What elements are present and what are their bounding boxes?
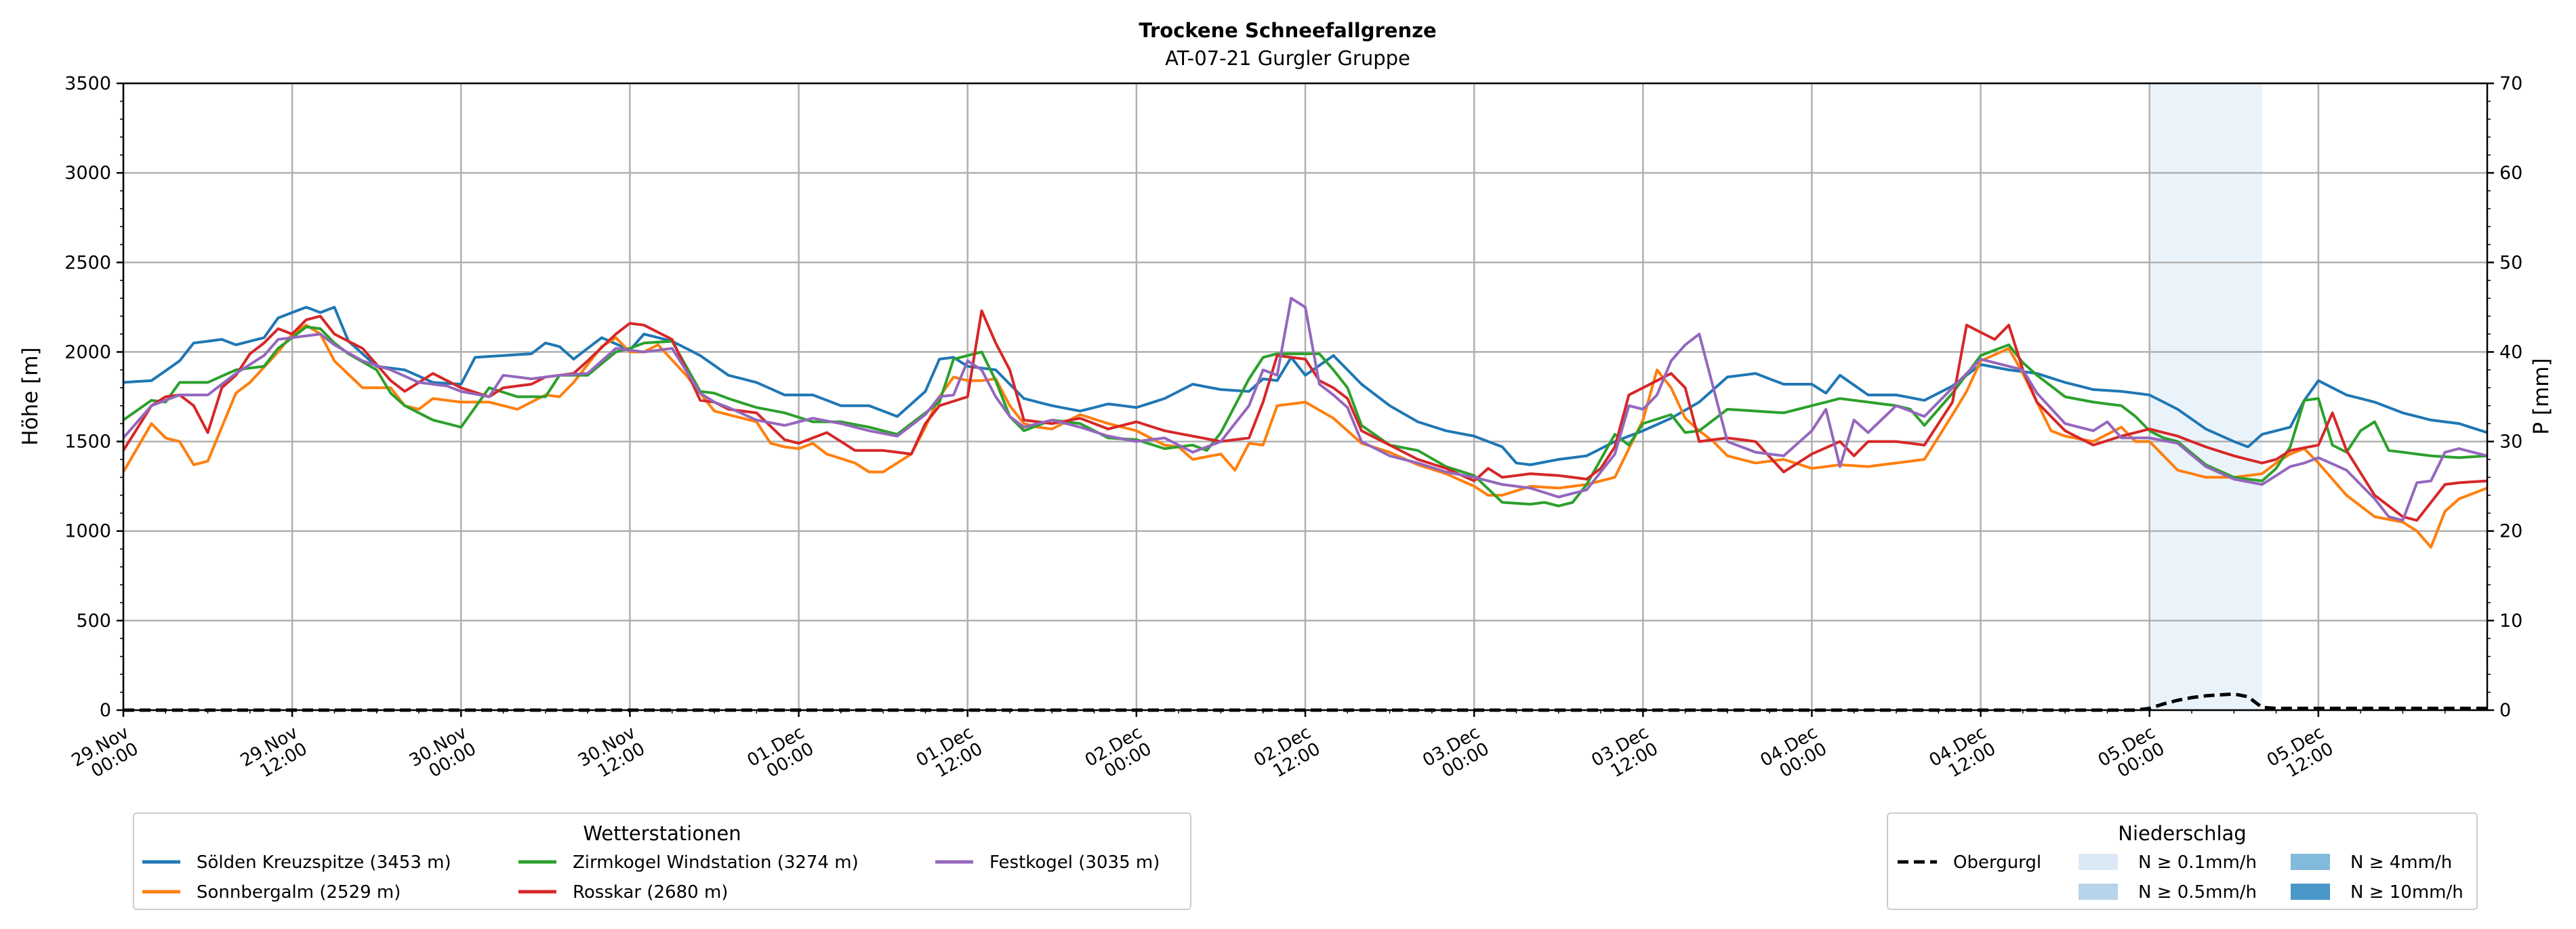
legend-precip-label-1: N ≥ 0.5mm/h xyxy=(2138,882,2257,903)
series-line-4 xyxy=(122,297,2488,522)
xtick-label-3: 30.Nov12:00 xyxy=(575,722,649,787)
legend-precip-label-2: N ≥ 4mm/h xyxy=(2350,852,2452,873)
legend-stations-frame xyxy=(133,812,1191,910)
xtick-label-1: 29.Nov12:00 xyxy=(237,722,311,787)
legend-precip-swatch-1 xyxy=(2079,884,2118,900)
precip-shade-0 xyxy=(2149,83,2262,710)
legend-precip-line-label: Obergurgl xyxy=(1953,852,2041,873)
series-line-0 xyxy=(123,306,2488,466)
legend-precip-swatch-2 xyxy=(2291,854,2330,870)
ytick-label-3: 1500 xyxy=(64,432,111,453)
y-axis-label: Höhe [m] xyxy=(18,347,43,445)
ytick-right-label-4: 40 xyxy=(2499,342,2522,363)
ytick-right-label-6: 60 xyxy=(2499,163,2522,184)
legend-label-0: Sölden Kreuzspitze (3453 m) xyxy=(197,852,451,873)
legend-label-3: Rosskar (2680 m) xyxy=(573,882,728,903)
xtick-label-10: 04.Dec00:00 xyxy=(1757,722,1831,787)
xtick-label-11: 04.Dec12:00 xyxy=(1926,722,1999,787)
xtick-label-6: 02.Dec00:00 xyxy=(1082,722,1155,787)
ytick-label-2: 1000 xyxy=(64,521,111,542)
legend-precip-label-3: N ≥ 10mm/h xyxy=(2350,882,2463,903)
ytick-right-label-7: 70 xyxy=(2499,73,2522,94)
ytick-right-label-0: 0 xyxy=(2499,700,2511,721)
legend-precip-title: Niederschlag xyxy=(2118,822,2246,845)
legend-precip-swatch-0 xyxy=(2079,854,2118,870)
ytick-label-1: 500 xyxy=(76,611,111,632)
xtick-label-4: 01.Dec00:00 xyxy=(744,722,817,787)
ytick-label-6: 3000 xyxy=(64,163,111,184)
ytick-right-label-2: 20 xyxy=(2499,521,2522,542)
xtick-label-0: 29.Nov00:00 xyxy=(68,722,142,787)
y-axis-right-label: P [mm] xyxy=(2529,358,2554,434)
ytick-label-0: 0 xyxy=(100,700,111,721)
station-series xyxy=(122,297,2488,549)
legend-precip-label-0: N ≥ 0.1mm/h xyxy=(2138,852,2257,873)
series-line-3 xyxy=(122,309,2488,522)
xtick-label-7: 02.Dec12:00 xyxy=(1250,722,1324,787)
xtick-label-2: 30.Nov00:00 xyxy=(406,722,480,787)
ytick-right-label-1: 10 xyxy=(2499,611,2522,632)
legend-label-2: Zirmkogel Windstation (3274 m) xyxy=(573,852,859,873)
legend-stations-title: Wetterstationen xyxy=(583,822,741,845)
xtick-label-5: 01.Dec12:00 xyxy=(913,722,986,787)
precipitation-shading xyxy=(2149,83,2262,710)
legend-label-1: Sonnbergalm (2529 m) xyxy=(197,882,401,903)
x-axis: 29.Nov00:00 29.Nov12:00 30.Nov00:00 30.Nov1… xyxy=(68,710,2446,787)
y-axis-left: 0 500 1000 1500 2000 2500 3000 3500 xyxy=(64,73,123,721)
ytick-right-label-3: 30 xyxy=(2499,432,2522,453)
xtick-label-9: 03.Dec12:00 xyxy=(1588,722,1661,787)
ytick-right-label-5: 50 xyxy=(2499,252,2522,273)
chart-subtitle: AT-07-21 Gurgler Gruppe xyxy=(1165,47,1410,70)
ytick-label-4: 2000 xyxy=(64,342,111,363)
series-line-1 xyxy=(122,323,2488,549)
xtick-label-12: 05.Dec00:00 xyxy=(2095,722,2168,787)
xtick-label-8: 03.Dec00:00 xyxy=(1419,722,1492,787)
grid-lines xyxy=(122,82,2487,711)
chart-title: Trockene Schneefallgrenze xyxy=(1139,19,1436,42)
xtick-label-13: 05.Dec12:00 xyxy=(2264,722,2337,787)
y-axis-right: 0 10 20 30 40 50 60 70 xyxy=(2487,73,2522,721)
legend-precipitation: Niederschlag Obergurgl N ≥ 0.1mm/h N ≥ 0.… xyxy=(1887,812,2478,910)
legend-precip-swatch-3 xyxy=(2291,884,2330,900)
ytick-label-7: 3500 xyxy=(64,73,111,94)
ytick-label-5: 2500 xyxy=(64,252,111,273)
legend-label-4: Festkogel (3035 m) xyxy=(989,852,1160,873)
series-line-2 xyxy=(122,325,2488,508)
legend-stations: Wetterstationen Sölden Kreuzspitze (3453… xyxy=(133,812,1191,910)
